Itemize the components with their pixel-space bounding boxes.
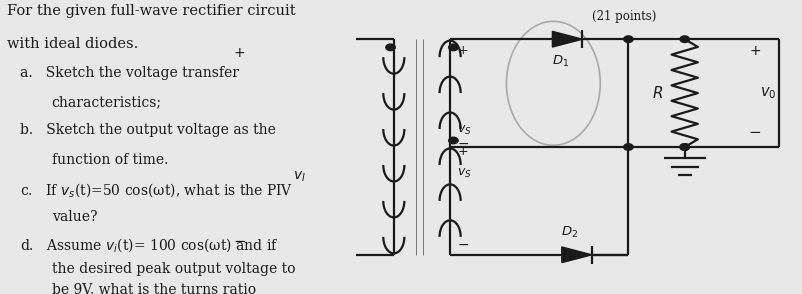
Text: +: + [457, 44, 468, 57]
Text: −: − [457, 238, 469, 252]
Text: c.   If $v_s$(t)=50 cos(ωt), what is the PIV: c. If $v_s$(t)=50 cos(ωt), what is the P… [20, 181, 294, 199]
Text: +: + [457, 146, 468, 158]
Text: For the given full-wave rectifier circuit: For the given full-wave rectifier circui… [6, 4, 295, 19]
Circle shape [624, 36, 633, 42]
Text: characteristics;: characteristics; [51, 96, 161, 110]
Circle shape [386, 44, 395, 51]
Polygon shape [553, 31, 582, 47]
Text: −: − [457, 137, 469, 151]
Text: −: − [233, 233, 246, 249]
Text: −: − [749, 126, 761, 141]
Circle shape [448, 137, 458, 144]
Text: $v_S$: $v_S$ [457, 124, 472, 137]
Text: $v_I$: $v_I$ [293, 169, 306, 183]
Text: a.   Sketch the voltage transfer: a. Sketch the voltage transfer [20, 66, 239, 80]
Text: $R$: $R$ [653, 85, 663, 101]
Text: +: + [234, 46, 245, 60]
Text: $v_0$: $v_0$ [759, 85, 776, 101]
Text: b.   Sketch the output voltage as the: b. Sketch the output voltage as the [20, 123, 276, 138]
Text: d.   Assume $v_i$(t)= 100 cos(ωt) and if: d. Assume $v_i$(t)= 100 cos(ωt) and if [20, 237, 278, 255]
Text: $D_1$: $D_1$ [552, 54, 569, 69]
Polygon shape [561, 247, 592, 263]
Circle shape [448, 44, 458, 51]
Text: value?: value? [51, 210, 97, 224]
Circle shape [680, 144, 690, 150]
Text: the desired peak output voltage to: the desired peak output voltage to [51, 262, 295, 276]
Circle shape [680, 144, 690, 150]
Text: with ideal diodes.: with ideal diodes. [6, 37, 138, 51]
Circle shape [624, 144, 633, 150]
Text: function of time.: function of time. [51, 153, 168, 167]
Text: (21 points): (21 points) [592, 10, 656, 23]
Circle shape [680, 36, 690, 42]
Text: be 9V, what is the turns ratio: be 9V, what is the turns ratio [51, 282, 256, 294]
Text: $D_2$: $D_2$ [561, 225, 578, 240]
Text: $v_S$: $v_S$ [457, 167, 472, 180]
Text: +: + [749, 44, 761, 58]
